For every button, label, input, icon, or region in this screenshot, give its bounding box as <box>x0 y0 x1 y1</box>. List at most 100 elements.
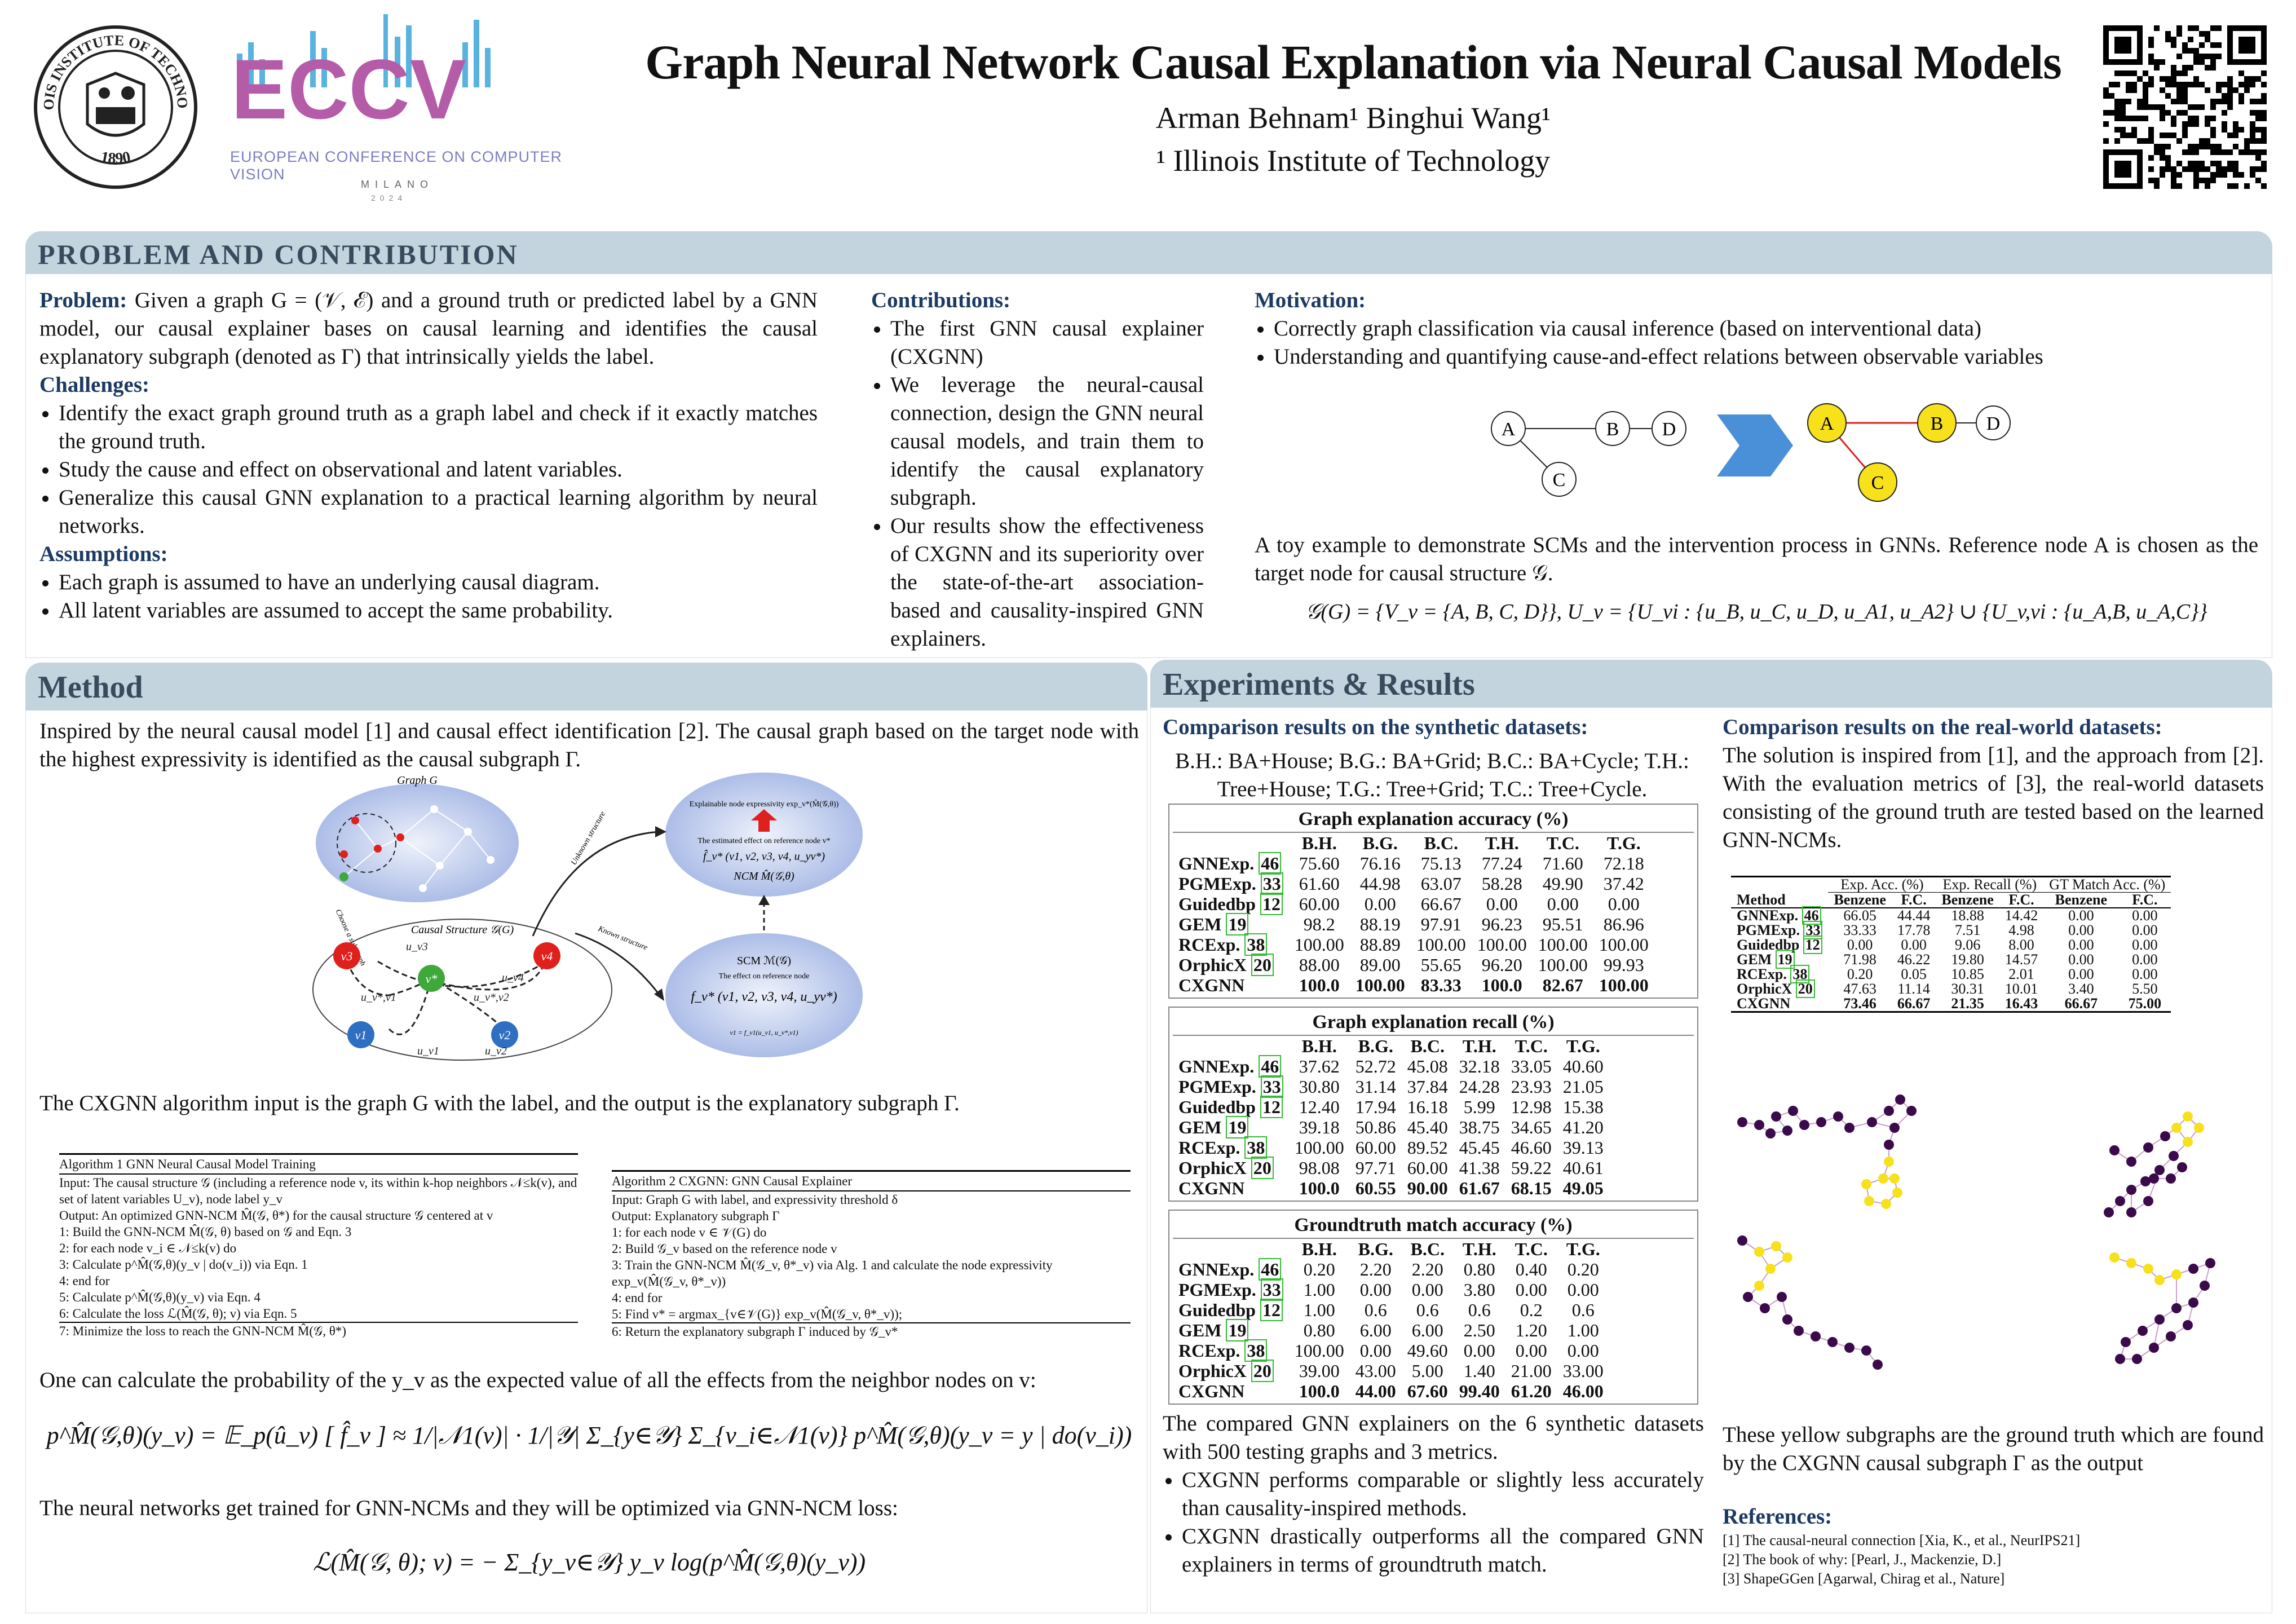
contributions-column: Contributions: The first GNN causal expl… <box>871 286 1204 653</box>
value-cell: 98.08 <box>1299 1158 1340 1178</box>
citation-link[interactable]: 12 <box>1803 935 1822 954</box>
graph-node <box>1833 1111 1843 1122</box>
value-cell: 95.51 <box>1542 914 1583 934</box>
problem-column: Problem: Given a graph G = (𝒱, ℰ) and a … <box>39 286 818 625</box>
sub-header: F.C. <box>1891 892 1936 908</box>
value-cell: 11.14 <box>1897 981 1930 997</box>
citation-link[interactable]: 12 <box>1260 1096 1283 1118</box>
value-cell: 0.00 <box>2132 922 2158 938</box>
citation-link[interactable]: 20 <box>1795 979 1815 998</box>
citation-link[interactable]: 38 <box>1244 933 1268 956</box>
value-cell: 66.67 <box>1897 995 1931 1012</box>
value-cell: 100.00 <box>1538 955 1588 975</box>
value-cell: 30.80 <box>1299 1076 1340 1097</box>
citation-link[interactable]: 33 <box>1260 872 1283 895</box>
value-cell: 0.00 <box>1847 937 1873 953</box>
table-row: OrphicX 20 47.63 11.14 30.31 10.01 3.40 5.50 <box>1731 979 2171 998</box>
method-cell: RCExp. 38 <box>1173 933 1289 956</box>
toy-node-a <box>1491 411 1526 446</box>
value-cell: 46.00 <box>1562 1381 1604 1401</box>
value-cell: 17.94 <box>1355 1097 1396 1117</box>
ground-truth-node <box>1754 1281 1764 1291</box>
svg-text:D: D <box>1986 413 2001 434</box>
graph-node <box>2177 1162 2187 1172</box>
value-cell: 0.00 <box>2068 951 2094 968</box>
value-cell: 49.60 <box>1407 1340 1448 1361</box>
value-cell: 83.33 <box>1420 975 1462 995</box>
challenge-item: Identify the exact graph ground truth as… <box>59 399 818 456</box>
contributions-list: The first GNN causal explainer (CXGNN) W… <box>871 315 1204 653</box>
value-cell: 89.00 <box>1359 955 1401 975</box>
citation-link[interactable]: 33 <box>1260 1278 1283 1301</box>
value-cell: 99.93 <box>1603 955 1644 975</box>
method-cell: RCExp. 38 <box>1731 965 1828 983</box>
citation-link[interactable]: 19 <box>1226 1319 1249 1341</box>
method-io-text: The CXGNN algorithm input is the graph G… <box>39 1091 960 1115</box>
graph-node <box>2140 1176 2151 1186</box>
value-cell: 0.6 <box>1416 1300 1439 1320</box>
toy-node-a-yellow <box>1807 403 1847 443</box>
qr-code[interactable] <box>2103 25 2267 189</box>
svg-text:v*: v* <box>426 972 438 986</box>
value-cell: 86.96 <box>1603 914 1644 934</box>
ground-truth-node <box>1889 1173 1900 1184</box>
graph-node <box>1771 1111 1781 1122</box>
graph-g-ellipse <box>316 784 519 902</box>
ground-truth-node <box>1864 1196 1874 1206</box>
graph-node <box>1782 1126 1792 1136</box>
citation-link[interactable]: 46 <box>1802 906 1821 925</box>
citation-link[interactable]: 33 <box>1260 1075 1283 1098</box>
value-cell: 44.98 <box>1359 873 1401 894</box>
synthetic-summary: The compared GNN explainers on the 6 syn… <box>1163 1410 1704 1579</box>
table-row: GEM 19 39.18 50.86 45.40 38.75 34.65 41.20 <box>1173 1116 1609 1138</box>
graph-node <box>1816 1117 1826 1127</box>
motivation-item: Understanding and quantifying cause-and-… <box>1274 343 2258 371</box>
citation-link[interactable]: 33 <box>1803 921 1823 939</box>
value-cell: 0.00 <box>1567 1340 1599 1361</box>
citation-link[interactable]: 46 <box>1259 1258 1282 1281</box>
sub-header: Benzene <box>2043 892 2119 908</box>
reference-item: [3] ShapeGGen [Agarwal, Chirag et al., N… <box>1723 1570 2005 1587</box>
graph-node <box>1884 1140 1894 1150</box>
synthetic-table: B.H. B.G. B.C. T.H. T.C. T.G. GNNExp. 46 0.20 2.… <box>1173 1239 1609 1401</box>
column-header: T.H. <box>1462 1036 1496 1056</box>
value-cell: 0.00 <box>1359 1279 1392 1300</box>
citation-link[interactable]: 20 <box>1251 1360 1274 1382</box>
citation-link[interactable]: 19 <box>1226 1116 1249 1138</box>
graph-node <box>1794 1326 1804 1336</box>
value-cell: 30.31 <box>1951 981 1984 997</box>
svg-text:u_v*,v1: u_v*,v1 <box>361 991 396 1004</box>
method-cell: GEM 19 <box>1173 1116 1289 1138</box>
citation-link[interactable]: 46 <box>1259 852 1282 875</box>
value-cell: 41.20 <box>1562 1117 1604 1137</box>
ground-truth-node <box>1884 1157 1894 1167</box>
value-cell: 37.84 <box>1407 1076 1448 1097</box>
real-text: The solution is inspired from [1], and t… <box>1723 743 2264 852</box>
toy-node-d-white <box>1976 405 2011 440</box>
ground-truth-graphs <box>1725 1083 2261 1421</box>
citation-link[interactable]: 20 <box>1251 1157 1274 1179</box>
column-header: T.G. <box>1566 1036 1600 1056</box>
method-cell: OrphicX 20 <box>1173 1360 1289 1382</box>
graph-node <box>1895 1095 1905 1105</box>
citation-link[interactable]: 12 <box>1260 893 1283 915</box>
citation-link[interactable]: 38 <box>1244 1339 1268 1362</box>
value-cell: 66.67 <box>1420 894 1462 914</box>
citation-link[interactable]: 46 <box>1259 1055 1282 1078</box>
value-cell: 4.98 <box>2008 922 2034 938</box>
problem-header: PROBLEM AND CONTRIBUTION <box>25 231 2272 274</box>
problem-paragraph: Problem: Given a graph G = (𝒱, ℰ) and a … <box>39 286 818 371</box>
citation-link[interactable]: 38 <box>1790 965 1810 983</box>
citation-link[interactable]: 20 <box>1251 954 1274 976</box>
value-cell: 0.00 <box>1567 1279 1599 1300</box>
causal-structure-ellipse <box>312 919 612 1061</box>
value-cell: 0.00 <box>2132 951 2158 968</box>
graph-node <box>1737 1117 1747 1127</box>
citation-link[interactable]: 38 <box>1244 1136 1268 1159</box>
method-cell: PGMExp. 33 <box>1173 1075 1289 1098</box>
citation-link[interactable]: 12 <box>1260 1299 1283 1321</box>
value-cell: 8.00 <box>2008 937 2034 953</box>
citation-link[interactable]: 19 <box>1226 913 1249 935</box>
citation-link[interactable]: 19 <box>1775 950 1795 969</box>
value-cell: 1.20 <box>1515 1320 1547 1340</box>
